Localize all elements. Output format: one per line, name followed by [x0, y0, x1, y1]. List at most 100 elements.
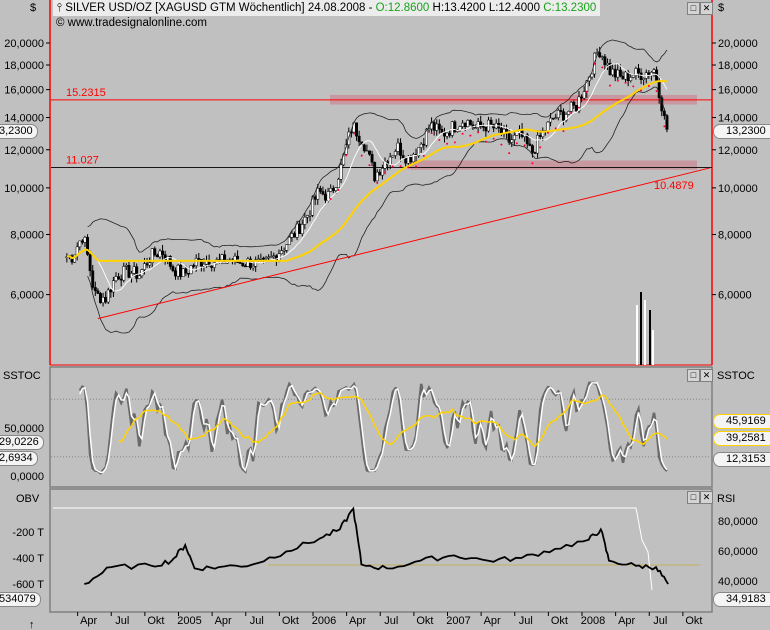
- scroll-up-arrow-icon: ↑: [29, 619, 35, 630]
- candle-body: [621, 75, 625, 80]
- candle-body: [412, 154, 415, 163]
- candle-body: [474, 127, 477, 129]
- candle-body: [613, 68, 617, 78]
- candle-icon: ⫯: [57, 2, 66, 14]
- unit-dropdown-right[interactable]: $: [718, 2, 725, 14]
- parabolic-sar-dot: [609, 84, 612, 87]
- sstoc-d-line: [79, 382, 668, 474]
- candle-body: [554, 117, 558, 119]
- candle-body: [424, 129, 428, 146]
- parabolic-sar-dot: [430, 132, 433, 135]
- sstoc-signal-line: [118, 392, 668, 448]
- candle-body: [406, 156, 410, 164]
- candle-body: [285, 244, 289, 251]
- candle-body: [401, 155, 405, 159]
- candle-body: [450, 121, 454, 136]
- obv-maximize-button[interactable]: □: [687, 491, 700, 504]
- candle-body: [161, 250, 165, 255]
- price-tick-left: 20,0000: [4, 38, 44, 50]
- candle-body: [305, 215, 309, 218]
- price-tick-right: 12,0000: [718, 145, 758, 157]
- candle-body: [300, 224, 304, 234]
- price-tick-right: 20,0000: [718, 38, 758, 50]
- rsi-tag: 34,9183: [713, 592, 770, 607]
- parabolic-sar-dot: [585, 90, 588, 93]
- volume-bar: [636, 305, 638, 365]
- price-tick-left: 18,0000: [4, 60, 44, 72]
- time-tick-label: Apr: [80, 615, 97, 627]
- time-tick-label: Jul: [250, 615, 264, 627]
- parabolic-sar-dot: [570, 111, 573, 114]
- low-value: L:12.4000: [488, 2, 540, 14]
- time-tick-label: 2007: [446, 615, 470, 627]
- candle-body: [192, 265, 196, 267]
- candle-body: [642, 78, 646, 80]
- parabolic-sar-dot: [616, 79, 619, 82]
- time-tick-label: 2005: [177, 615, 201, 627]
- candle-body: [355, 122, 359, 137]
- candle-body: [251, 266, 255, 269]
- sstoc-label[interactable]: SSTOC: [3, 370, 41, 382]
- candle-body: [368, 150, 371, 155]
- candle-body: [476, 121, 480, 128]
- candle-body: [298, 223, 302, 234]
- candle-body: [176, 264, 180, 277]
- rsi-label[interactable]: RSI: [717, 493, 736, 505]
- candle-body: [551, 117, 555, 120]
- parabolic-sar-dot: [601, 66, 604, 69]
- price-tick-left: 6,0000: [10, 290, 44, 302]
- candle-body: [132, 266, 136, 274]
- candle-body: [135, 266, 139, 279]
- candle-body: [155, 254, 159, 258]
- candle-body: [582, 91, 586, 99]
- sstoc-label-right[interactable]: SSTOC: [717, 370, 755, 382]
- candle-body: [440, 129, 444, 133]
- maximize-button[interactable]: □: [687, 2, 700, 15]
- candle-body: [396, 142, 400, 152]
- candle-body: [432, 122, 436, 131]
- unit-dropdown-left[interactable]: $: [30, 2, 37, 14]
- rsi-tick: 40,0000: [718, 576, 758, 588]
- obv-close-button[interactable]: ✕: [700, 491, 713, 504]
- sstoc-tick: 0,0000: [10, 471, 44, 483]
- parabolic-sar-dot: [554, 127, 557, 130]
- candle-body: [324, 193, 327, 201]
- candle-body: [150, 248, 154, 263]
- candle-body: [280, 250, 283, 255]
- candle-body: [109, 289, 113, 293]
- candle-body: [536, 135, 540, 154]
- candle-body: [574, 104, 578, 112]
- candle-body: [194, 258, 198, 266]
- parabolic-sar-dot: [515, 142, 518, 145]
- candle-body: [629, 77, 633, 81]
- candle-body: [272, 255, 276, 257]
- price-tick-right: 8,0000: [718, 230, 752, 242]
- obv-label[interactable]: OBV: [16, 493, 40, 505]
- candle-body: [106, 289, 110, 303]
- obv-tick: -200 T: [12, 527, 44, 539]
- candle-body: [443, 132, 446, 137]
- sstoc-maximize-button[interactable]: □: [687, 369, 700, 382]
- sstoc-tick: 50,0000: [4, 423, 44, 435]
- candle-body: [546, 121, 550, 132]
- sstoc-close-button[interactable]: ✕: [700, 369, 713, 382]
- candle-body: [331, 188, 335, 191]
- trendline-label: 10.4879: [654, 180, 694, 192]
- candle-body: [357, 135, 361, 143]
- high-value: H:13.4200: [432, 2, 486, 14]
- candle-body: [419, 143, 423, 148]
- time-tick-label: Jul: [519, 615, 533, 627]
- candle-body: [525, 134, 529, 145]
- parabolic-sar-dot: [368, 164, 371, 167]
- parabolic-sar-dot: [492, 137, 495, 140]
- candle-body: [626, 71, 630, 81]
- candle-body: [88, 254, 92, 272]
- candle-body: [282, 250, 286, 252]
- candle-body: [321, 191, 325, 195]
- candle-body: [264, 257, 268, 259]
- candle-body: [210, 265, 214, 268]
- close-button[interactable]: ✕: [700, 2, 713, 15]
- candle-body: [562, 111, 565, 121]
- candle-body: [373, 162, 377, 182]
